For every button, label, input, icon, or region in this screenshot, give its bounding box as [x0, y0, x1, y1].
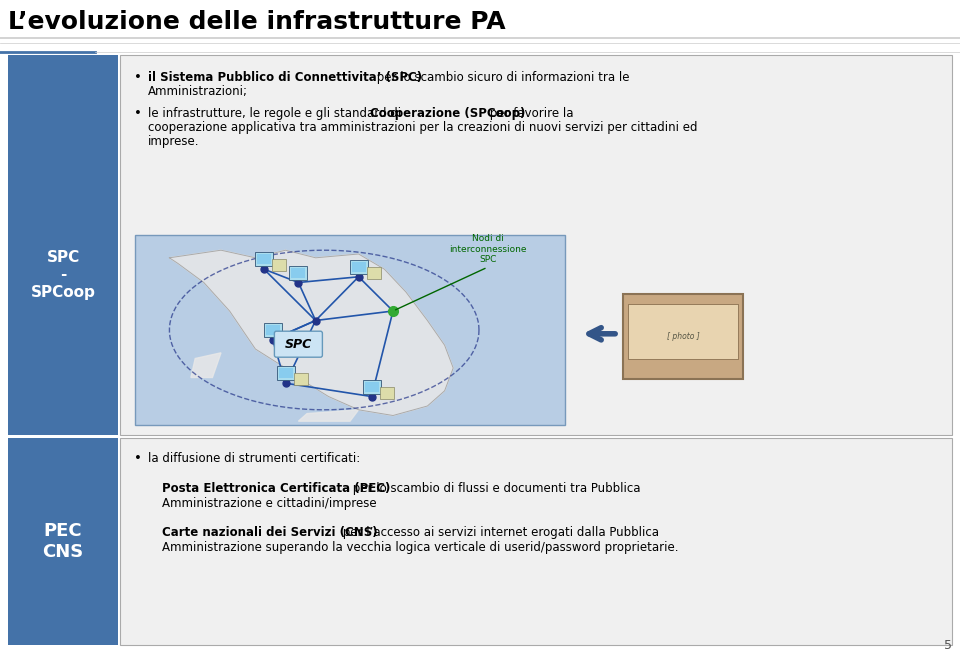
Bar — [8, 55, 118, 435]
Bar — [294, 373, 307, 385]
Text: per favorire la: per favorire la — [487, 107, 574, 120]
Text: •: • — [134, 107, 142, 120]
Bar — [272, 259, 286, 271]
Text: le infrastrutture, le regole e gli standard di: le infrastrutture, le regole e gli stand… — [148, 107, 405, 120]
Bar — [264, 323, 281, 337]
Text: imprese.: imprese. — [148, 135, 200, 148]
Bar — [255, 252, 273, 266]
Text: Nodi di
interconnessione
SPC: Nodi di interconnessione SPC — [449, 234, 526, 264]
Bar — [365, 381, 378, 391]
Bar — [367, 267, 380, 279]
Bar — [289, 265, 307, 279]
Bar — [135, 235, 565, 425]
Text: SPC
-
SPCoop: SPC - SPCoop — [31, 250, 95, 300]
Bar — [623, 294, 743, 379]
Text: Cooperazione (SPCoop): Cooperazione (SPCoop) — [370, 107, 525, 120]
Text: [ photo ]: [ photo ] — [666, 332, 700, 341]
Bar — [363, 379, 380, 393]
Text: Carte nazionali dei Servizi (CNS): Carte nazionali dei Servizi (CNS) — [162, 526, 377, 539]
Bar — [120, 55, 952, 435]
Bar — [276, 366, 295, 380]
Bar — [266, 325, 279, 335]
Text: Amministrazioni;: Amministrazioni; — [148, 85, 248, 98]
Text: 5: 5 — [944, 639, 952, 652]
Text: il Sistema Pubblico di Connettivita’ (SPC): il Sistema Pubblico di Connettivita’ (SP… — [148, 71, 422, 84]
Text: cooperazione applicativa tra amministrazioni per la creazioni di nuovi servizi p: cooperazione applicativa tra amministraz… — [148, 121, 698, 134]
Text: per l’accesso ai servizi internet erogati dalla Pubblica: per l’accesso ai servizi internet erogat… — [339, 526, 659, 539]
Text: •: • — [134, 452, 142, 465]
Text: Posta Elettronica Certificata (PEC): Posta Elettronica Certificata (PEC) — [162, 482, 391, 495]
Text: la diffusione di strumenti certificati:: la diffusione di strumenti certificati: — [148, 452, 360, 465]
Text: L’evoluzione delle infrastrutture PA: L’evoluzione delle infrastrutture PA — [8, 10, 506, 34]
Text: per lo scambio sicuro di informazioni tra le: per lo scambio sicuro di informazioni tr… — [372, 71, 629, 84]
Bar — [278, 368, 293, 378]
Bar — [351, 262, 366, 272]
Text: PEC
CNS: PEC CNS — [42, 522, 84, 561]
Text: SPC: SPC — [285, 338, 312, 350]
Polygon shape — [299, 410, 359, 421]
Bar — [8, 438, 118, 645]
Bar — [292, 267, 305, 277]
Bar — [120, 438, 952, 645]
Text: Amministrazione e cittadini/imprese: Amministrazione e cittadini/imprese — [162, 497, 376, 510]
Bar — [379, 387, 394, 399]
Text: •: • — [134, 71, 142, 84]
Bar — [257, 254, 271, 264]
Bar — [349, 260, 368, 274]
Bar — [628, 304, 738, 359]
Text: Amministrazione superando la vecchia logica verticale di userid/password proprie: Amministrazione superando la vecchia log… — [162, 541, 679, 554]
Text: per lo scambio di flussi e documenti tra Pubblica: per lo scambio di flussi e documenti tra… — [349, 482, 640, 495]
Polygon shape — [191, 353, 221, 378]
FancyBboxPatch shape — [275, 331, 323, 357]
Polygon shape — [169, 250, 453, 416]
